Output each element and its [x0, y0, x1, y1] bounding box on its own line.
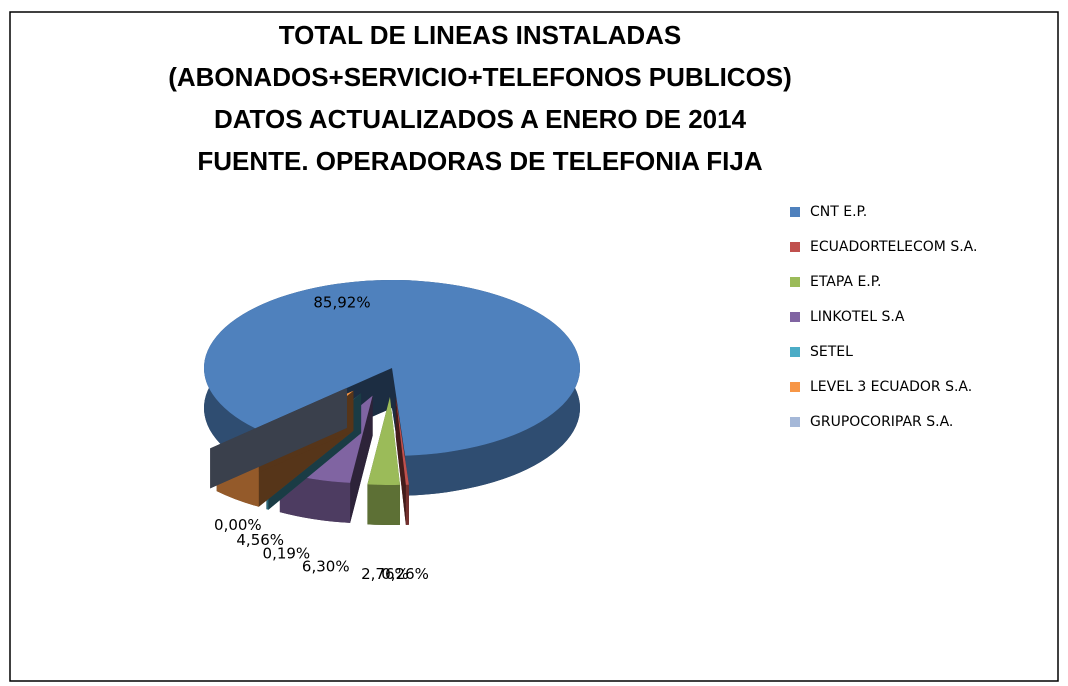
- pie-slice: [204, 280, 580, 456]
- legend-swatch: [790, 242, 800, 252]
- pie-slice-wall: [405, 484, 409, 525]
- chart-title: DATOS ACTUALIZADOS A ENERO DE 2014: [214, 104, 747, 134]
- data-label: 2,76%: [361, 565, 409, 583]
- legend-swatch: [790, 417, 800, 427]
- legend-label: CNT E.P.: [810, 204, 867, 220]
- legend-label: LINKOTEL S.A: [810, 309, 905, 325]
- legend-swatch: [790, 347, 800, 357]
- legend-label: ECUADORTELECOM S.A.: [810, 239, 977, 255]
- pie-slice-wall: [367, 484, 400, 526]
- pie-slice: [395, 396, 409, 485]
- pie-slice-side: [395, 396, 406, 525]
- legend-label: ETAPA E.P.: [810, 274, 881, 290]
- pie-slice: [367, 397, 400, 486]
- chart-title: (ABONADOS+SERVICIO+TELEFONOS PUBLICOS): [168, 62, 792, 92]
- data-label: 0,00%: [214, 516, 262, 534]
- legend-swatch: [790, 207, 800, 217]
- data-label: 0,19%: [263, 544, 311, 562]
- data-label: 85,92%: [313, 294, 370, 312]
- legend-swatch: [790, 382, 800, 392]
- chart-title: FUENTE. OPERADORAS DE TELEFONIA FIJA: [197, 146, 763, 176]
- data-label: 4,56%: [236, 531, 284, 549]
- data-label: 6,30%: [302, 557, 350, 575]
- legend-swatch: [790, 312, 800, 322]
- pie-slice-side: [210, 387, 347, 489]
- legend-label: LEVEL 3 ECUADOR S.A.: [810, 379, 972, 395]
- legend-label: SETEL: [810, 344, 853, 360]
- legend-swatch: [790, 277, 800, 287]
- chart-title: TOTAL DE LINEAS INSTALADAS: [279, 20, 682, 50]
- data-label: 0,26%: [381, 565, 429, 583]
- legend-label: GRUPOCORIPAR S.A.: [810, 414, 953, 430]
